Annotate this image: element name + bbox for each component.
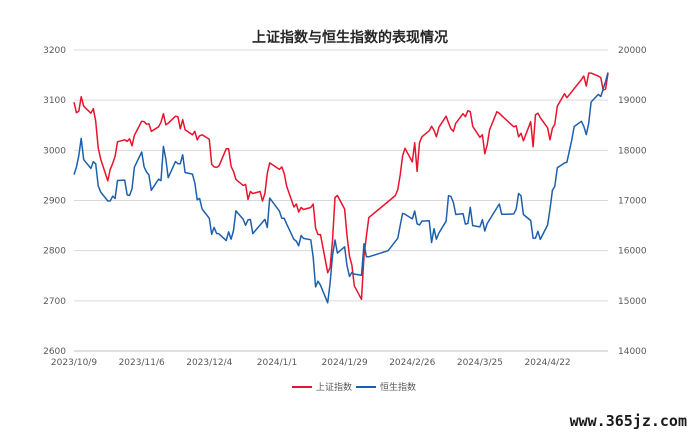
y-right-tick-label: 19000 <box>618 96 647 106</box>
x-tick-label: 2024/1/29 <box>322 358 368 368</box>
y-right-tick-label: 20000 <box>618 46 647 56</box>
y-axis-left: 2600 2700 2800 2900 3000 3100 3200 <box>43 46 66 357</box>
x-axis: 2023/10/9 2023/11/6 2023/12/4 2024/1/1 2024/… <box>51 350 608 368</box>
x-tick-label: 2024/3/25 <box>457 358 503 368</box>
y-right-tick-label: 14000 <box>618 347 647 357</box>
y-right-tick-label: 16000 <box>618 247 647 257</box>
x-tick-label: 2023/12/4 <box>186 358 232 368</box>
y-left-tick-label: 2800 <box>43 247 66 257</box>
x-tick-label: 2024/2/26 <box>389 358 435 368</box>
y-left-tick-label: 2600 <box>43 347 66 357</box>
legend-label: 上证指数 <box>316 381 352 393</box>
legend: 上证指数 恒生指数 <box>292 381 416 393</box>
x-tick-label: 2023/11/6 <box>119 358 165 368</box>
series-lines <box>73 72 609 304</box>
y-right-tick-label: 17000 <box>618 197 647 207</box>
y-left-tick-label: 3000 <box>43 146 66 156</box>
legend-label: 恒生指数 <box>380 381 416 393</box>
y-right-tick-label: 18000 <box>618 146 647 156</box>
y-left-tick-label: 3100 <box>43 96 66 106</box>
x-tick-label: 2024/4/22 <box>525 358 571 368</box>
y-left-tick-label: 2900 <box>43 197 66 207</box>
series-line-hangseng <box>73 72 609 304</box>
x-tick-label: 2024/1/1 <box>257 358 297 368</box>
x-tick-label: 2023/10/9 <box>51 358 97 368</box>
y-right-tick-label: 15000 <box>618 297 647 307</box>
grid-lines <box>74 49 608 352</box>
series-line-shanghai <box>73 72 609 301</box>
y-left-tick-label: 2700 <box>43 297 66 307</box>
y-axis-right: 14000 15000 16000 17000 18000 19000 20000 <box>618 46 647 357</box>
chart-title: 上证指数与恒生指数的表现情况 <box>252 29 448 46</box>
watermark: www.365jz.com <box>566 411 690 431</box>
y-left-tick-label: 3200 <box>43 46 66 56</box>
